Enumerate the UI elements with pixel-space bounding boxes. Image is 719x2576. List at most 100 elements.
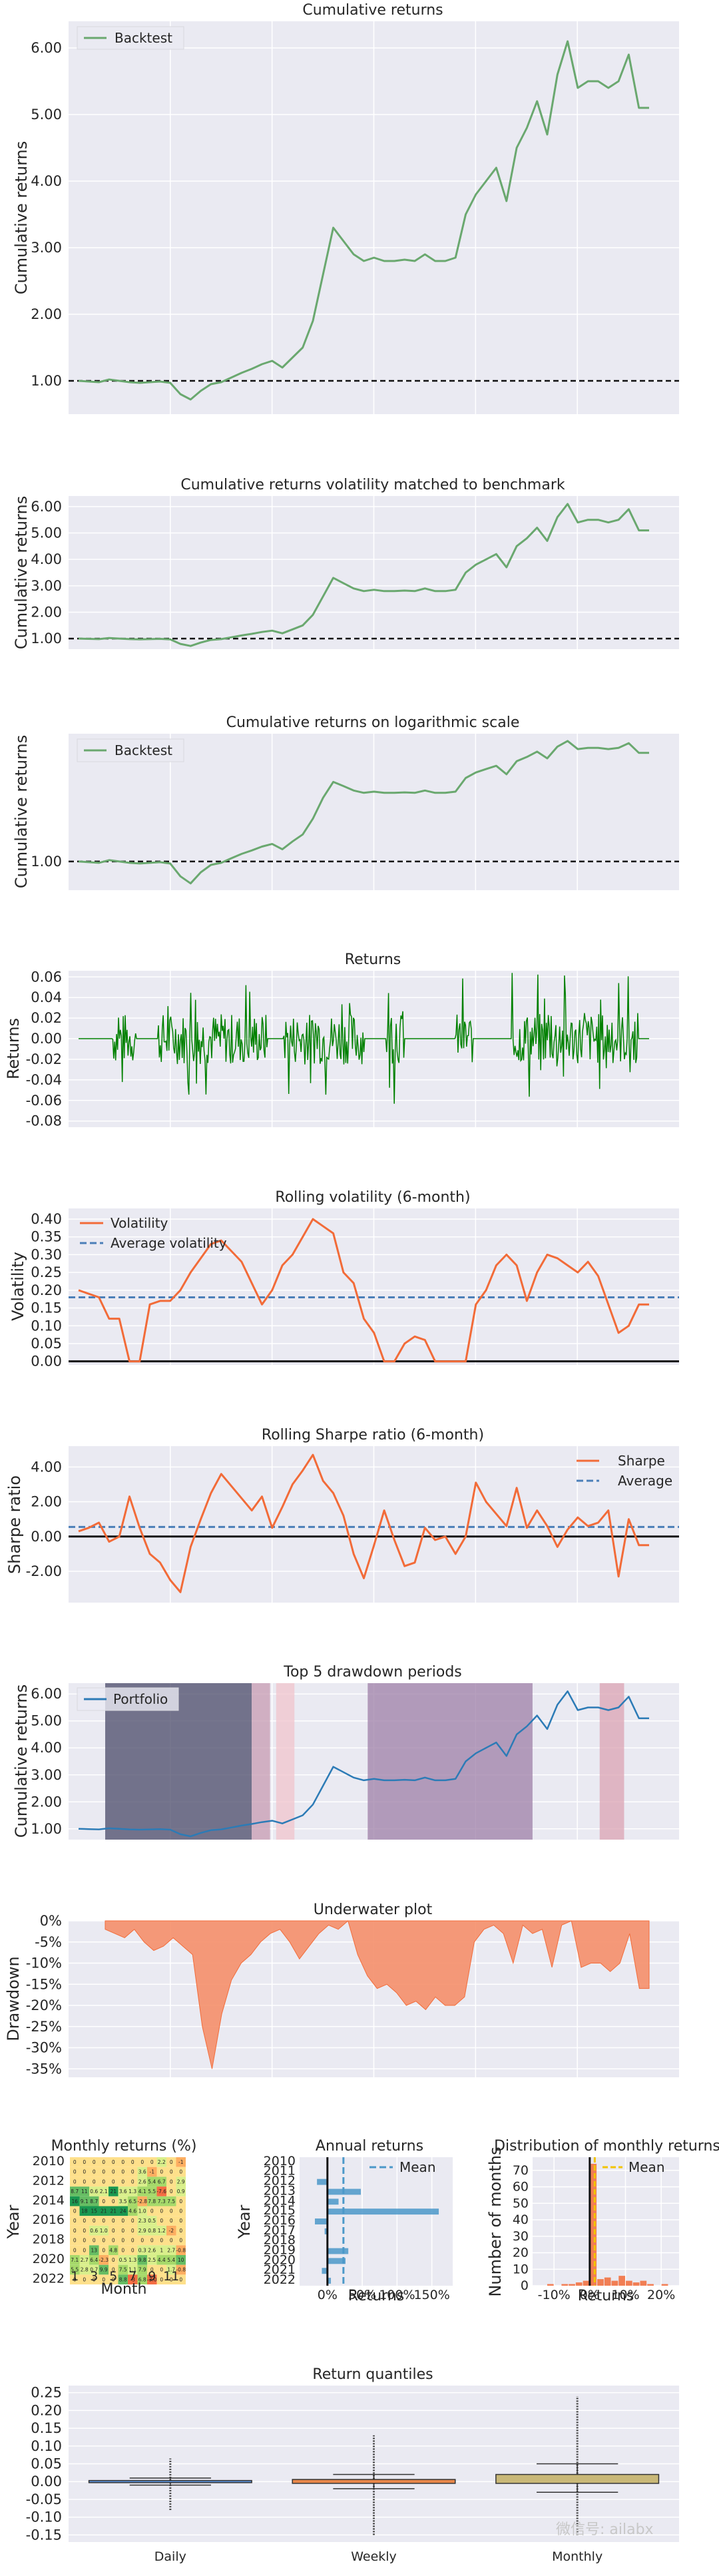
heatmap-cell [156,2157,166,2167]
heatmap-cell-label: 10 [178,2257,184,2263]
heatmap-cell [147,2264,157,2275]
series-plot [69,496,679,649]
y-axis-label: Drawdown [4,1956,23,2041]
panel-returns: Returns Returns 0.06 0.04 0.02 0.00 -0.02 -0.… [4,951,679,1129]
heatmap-cell [89,2167,99,2177]
series-line [78,40,649,401]
x-tick-label: 0% [318,2288,338,2302]
heatmap-cell [156,2264,166,2275]
heatmap-cell-label: 6.8 [138,2276,146,2282]
y-tick-label: 0.15 [31,2420,62,2436]
y-tick-label: 2019 [264,2242,296,2257]
heatmap-cell [156,2187,166,2196]
series-line [78,1690,649,1838]
heatmap-cell-label: 3.5 [119,2198,127,2204]
heatmap-cell-label: 0 [131,2247,134,2253]
y-ticks: 0.00 0.05 0.10 0.15 0.20 0.25 0.300.35 0.40 [31,1211,62,1370]
heatmap-cell-label: 1.1 [128,2267,136,2273]
heatmap-cell [137,2216,147,2226]
heatmap-cell-label: 9.1 [81,2198,89,2204]
histogram-bar [604,2277,611,2286]
heatmap-cell [70,2264,80,2275]
heatmap-cell [137,2255,147,2265]
heatmap-cell [118,2187,128,2196]
heatmap-cell-label: 0 [179,2228,182,2234]
legend: Backtest [77,738,184,762]
heatmap-cell [79,2245,89,2255]
heatmap-cell-label: 2.1 [100,2189,108,2194]
histogram-bar [611,2280,618,2286]
bars: 0% 50% 100%150%201020112012201320142015201… [264,2154,450,2302]
heatmap-cell-label: 13 [91,2247,97,2253]
heatmap-cell-label: 0 [179,2169,182,2175]
y-tick-label: 0.02 [31,1010,62,1026]
y-tick-label: 0.00 [31,1529,62,1545]
heatmap-cell [128,2187,138,2196]
heatmap-cell-label: 0 [93,2169,96,2175]
heatmap-cell-label: 5.5 [148,2189,156,2194]
heatmap-cell-label: 0 [112,2198,115,2204]
y-tick-label: 2.00 [31,1494,62,1510]
annual-bar [317,2179,328,2185]
heatmap-cell [89,2187,99,2196]
heatmap-cell [89,2216,99,2226]
quantile-box [292,2479,456,2484]
legend-label: Volatility [111,1215,168,1231]
legend-label: Mean [628,2159,665,2175]
y-tick-label: 50 [513,2196,529,2210]
heatmap-cell-label: 0 [179,2218,182,2224]
y-tick-label: 2.00 [31,604,62,620]
y-tick-label: -0.15 [26,2527,62,2543]
y-tick-label: 3.00 [31,578,62,594]
y-tick-label: 2020 [264,2252,296,2267]
heatmap-cell [156,2225,166,2236]
heatmap-cell [118,2206,128,2216]
heatmap-cell [166,2177,176,2187]
y-tick-label: 0.25 [31,1264,62,1280]
x-tick-label: 100% [379,2288,415,2302]
heatmap-cell [137,2274,147,2285]
heatmap-cell-label: 0 [102,2198,105,2204]
heatmap-cell-label: 0 [73,2179,77,2185]
heatmap-cell [79,2225,89,2236]
x-tick-label: 20% [647,2288,675,2302]
x-tick-label: 7 [128,2269,136,2284]
heatmap-cell [128,2196,138,2206]
y-tick-label: 5.00 [31,525,62,541]
heatmap-cell [109,2255,119,2265]
heatmap-cell-label: 0 [83,2159,86,2165]
y-tick-label: 6.00 [31,40,62,56]
heatmap-cell [89,2196,99,2206]
heatmap-cell-label: 8.7 [71,2189,79,2194]
chart-title: Rolling volatility (6-month) [275,1189,470,1206]
heatmap-cell-label: 0 [93,2218,96,2224]
drawdown-period [252,1683,270,1840]
y-tick-label: 2016 [264,2213,296,2228]
heatmap-cell-label: -0.8 [176,2267,186,2273]
heatmap-cell [79,2157,89,2167]
chart-title: Cumulative returns [302,2,443,19]
histogram-bar [561,2284,569,2286]
heatmap-cell [118,2274,128,2285]
heatmap-cell [176,2235,186,2246]
heatmap-cell-label: 0 [112,2169,115,2175]
heatmap-cell-label: -3 [130,2276,136,2282]
y-tick-label: 0.20 [31,1282,62,1298]
y-tick-label: 2016 [33,2212,65,2227]
heatmap-cell-label: 0 [170,2276,173,2282]
heatmap-cell-label: 6.7 [158,2179,166,2185]
panel-return-quantiles: Return quantiles -0.15 -0.10 -0.05 0.000.05… [26,2366,679,2564]
annual-bar [327,2208,439,2215]
x-tick-label: Daily [154,2549,186,2564]
heatmap-cell-label: 0 [93,2238,96,2244]
y-tick-label: -0.05 [26,2491,62,2507]
heatmap-cell-label: 0 [73,2208,77,2214]
heatmap-cell [109,2196,119,2206]
heatmap-cell [99,2167,109,2177]
heatmap-cell [176,2206,186,2216]
heatmap-cell [79,2235,89,2246]
y-tick-label: 4.00 [31,173,62,189]
heatmap-cell [166,2264,176,2275]
heatmap-cell [99,2235,109,2246]
heatmap-cell [109,2187,119,2196]
